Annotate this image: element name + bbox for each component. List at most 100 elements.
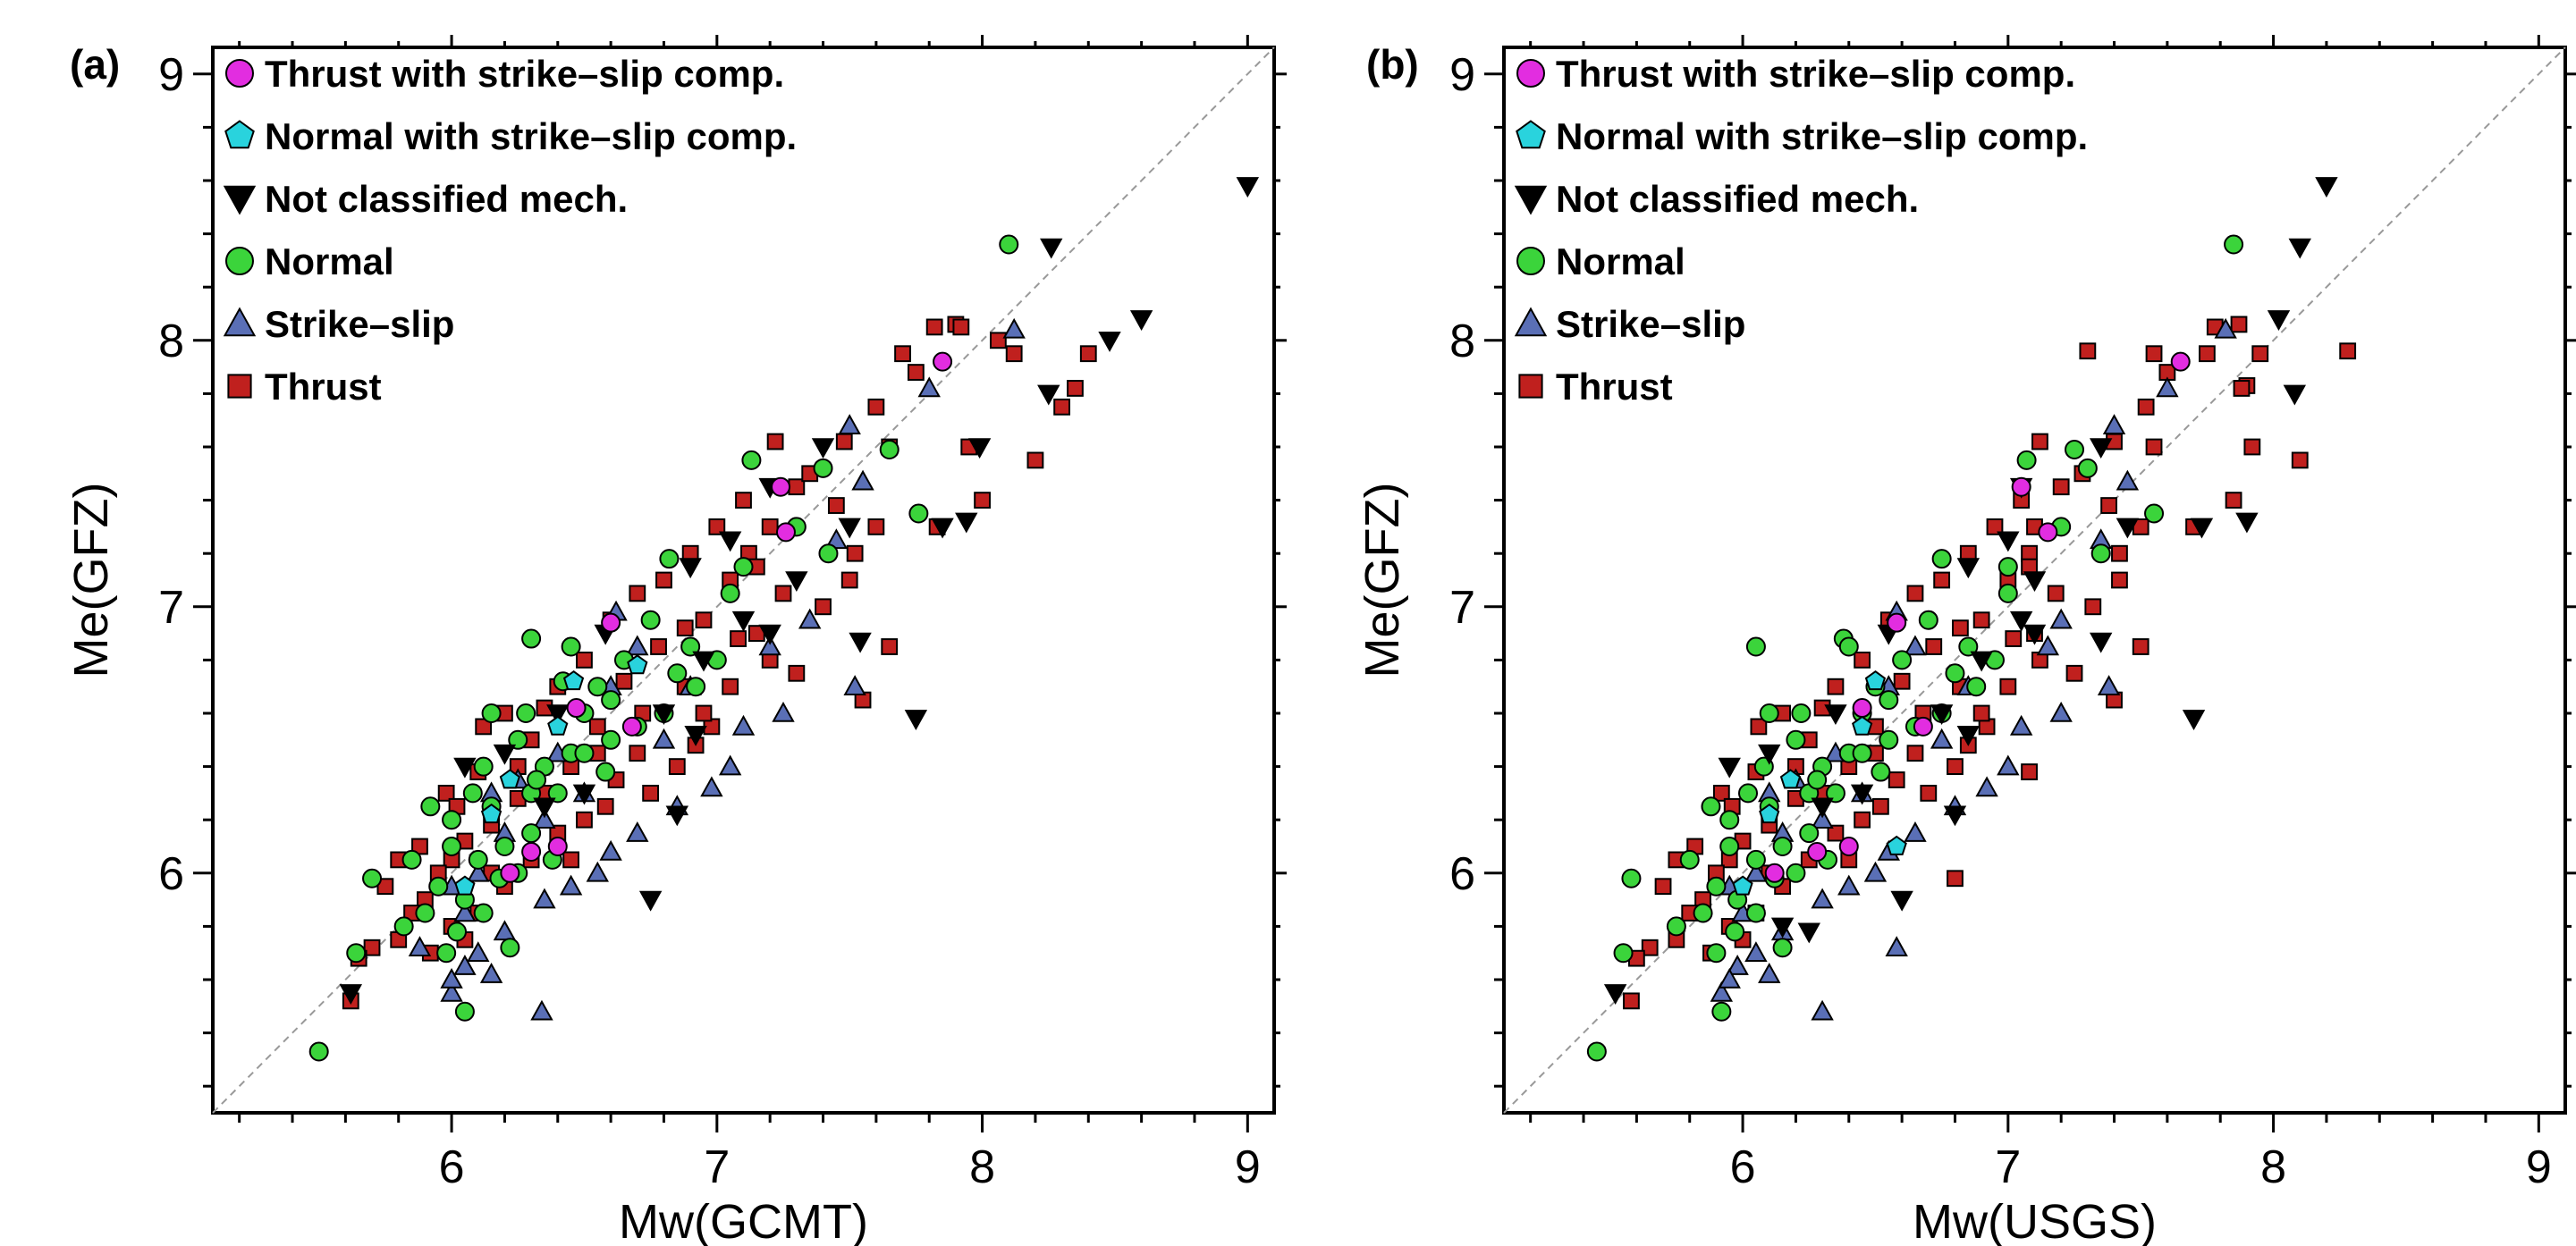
data-point [774,585,792,602]
legend-label: Normal [265,240,394,282]
data-point [2214,317,2237,339]
data-point [576,652,593,669]
data-point [1799,823,1820,844]
data-point [346,943,367,964]
data-point [588,718,606,736]
x-tick-label: 8 [969,1141,995,1193]
data-point [659,549,680,569]
data-point [1738,783,1759,804]
series-normal [308,234,1019,1062]
series-thrust-strike-slip [500,351,953,883]
data-point [815,598,832,616]
data-point [879,439,899,459]
data-point [2198,345,2216,363]
data-point [1758,962,1781,983]
data-point [2116,469,2140,491]
data-point [493,920,517,941]
data-point [2077,458,2098,478]
data-point [2288,238,2311,259]
data-point [1037,384,1060,406]
data-point [453,955,477,975]
data-point [308,1041,329,1062]
legend-label: Thrust [1556,366,1673,408]
data-point [2049,608,2073,629]
y-axis-label: Me(GFZ) [1356,483,1409,678]
data-point [547,715,569,736]
data-point [615,672,633,690]
data-point [2137,398,2155,416]
data-point [2251,345,2269,363]
data-point [566,698,587,719]
data-point [1852,743,1872,763]
data-point [731,610,756,632]
data-point [1827,678,1845,695]
y-tick-label: 7 [158,582,184,634]
data-point [559,874,583,896]
data-point [1654,878,1672,896]
data-point [1613,943,1634,964]
x-tick-label: 9 [1235,1141,1261,1193]
legend-label: Thrust with strike–slip comp. [265,53,784,95]
legend-label: Strike–slip [265,303,454,345]
data-point [2233,380,2251,397]
legend-label: Normal with strike–slip comp. [265,115,797,157]
data-point [2079,342,2097,360]
data-point [1854,811,1871,829]
data-point [967,438,992,459]
data-point [621,716,642,737]
data-point [1701,796,1721,817]
data-point [638,890,663,912]
data-point [1925,638,1943,655]
x-tick-label: 7 [704,1141,730,1193]
data-point [415,903,435,923]
data-point [999,234,1019,255]
data-point [516,703,536,723]
y-tick-label: 6 [1449,848,1475,900]
data-point [1852,698,1872,719]
data-point [1863,861,1888,882]
series-normal-strike-slip [1732,669,1907,896]
data-point [1890,890,1913,912]
data-point [1947,758,1964,776]
panel-b: 6 7 8 9 6 7 8 9 Mw(USGS) Me(GFZ) (b) Thrust with st… [1356,35,2576,1246]
data-point [547,783,568,804]
data-point [761,518,779,535]
data-point [2235,512,2259,534]
data-point [680,636,701,657]
black-down-triangle-icon [1514,185,1548,215]
data-point [2225,492,2242,509]
data-point [2084,598,2102,616]
legend-label: Strike–slip [1556,303,1745,345]
data-point [1886,835,1907,855]
data-point [2038,522,2058,543]
data-point [475,718,493,736]
data-point [1947,870,1964,888]
blue-up-triangle-icon [223,307,257,337]
data-point [894,345,911,363]
data-point [2036,635,2060,656]
data-point [758,635,781,656]
red-square-icon [1518,374,1543,399]
data-point [1586,1041,1607,1062]
data-point [1732,875,1753,896]
data-point [546,704,570,726]
data-point [1956,726,1981,746]
data-point [735,492,752,509]
data-point [952,318,970,336]
data-point [480,803,503,824]
x-tick-label: 9 [2526,1141,2552,1193]
data-point [668,758,686,776]
series-not-classified [339,177,1260,1005]
data-point [1744,941,1768,962]
data-point [500,938,520,958]
data-point [1930,704,1954,726]
data-point [1888,771,1905,788]
data-point [974,492,991,509]
data-point [339,984,363,1005]
data-point [640,610,661,630]
panel-label: (b) [1366,41,1419,88]
data-point [907,364,925,381]
data-point [881,638,899,655]
data-point [1892,650,1913,670]
data-point [925,318,943,336]
